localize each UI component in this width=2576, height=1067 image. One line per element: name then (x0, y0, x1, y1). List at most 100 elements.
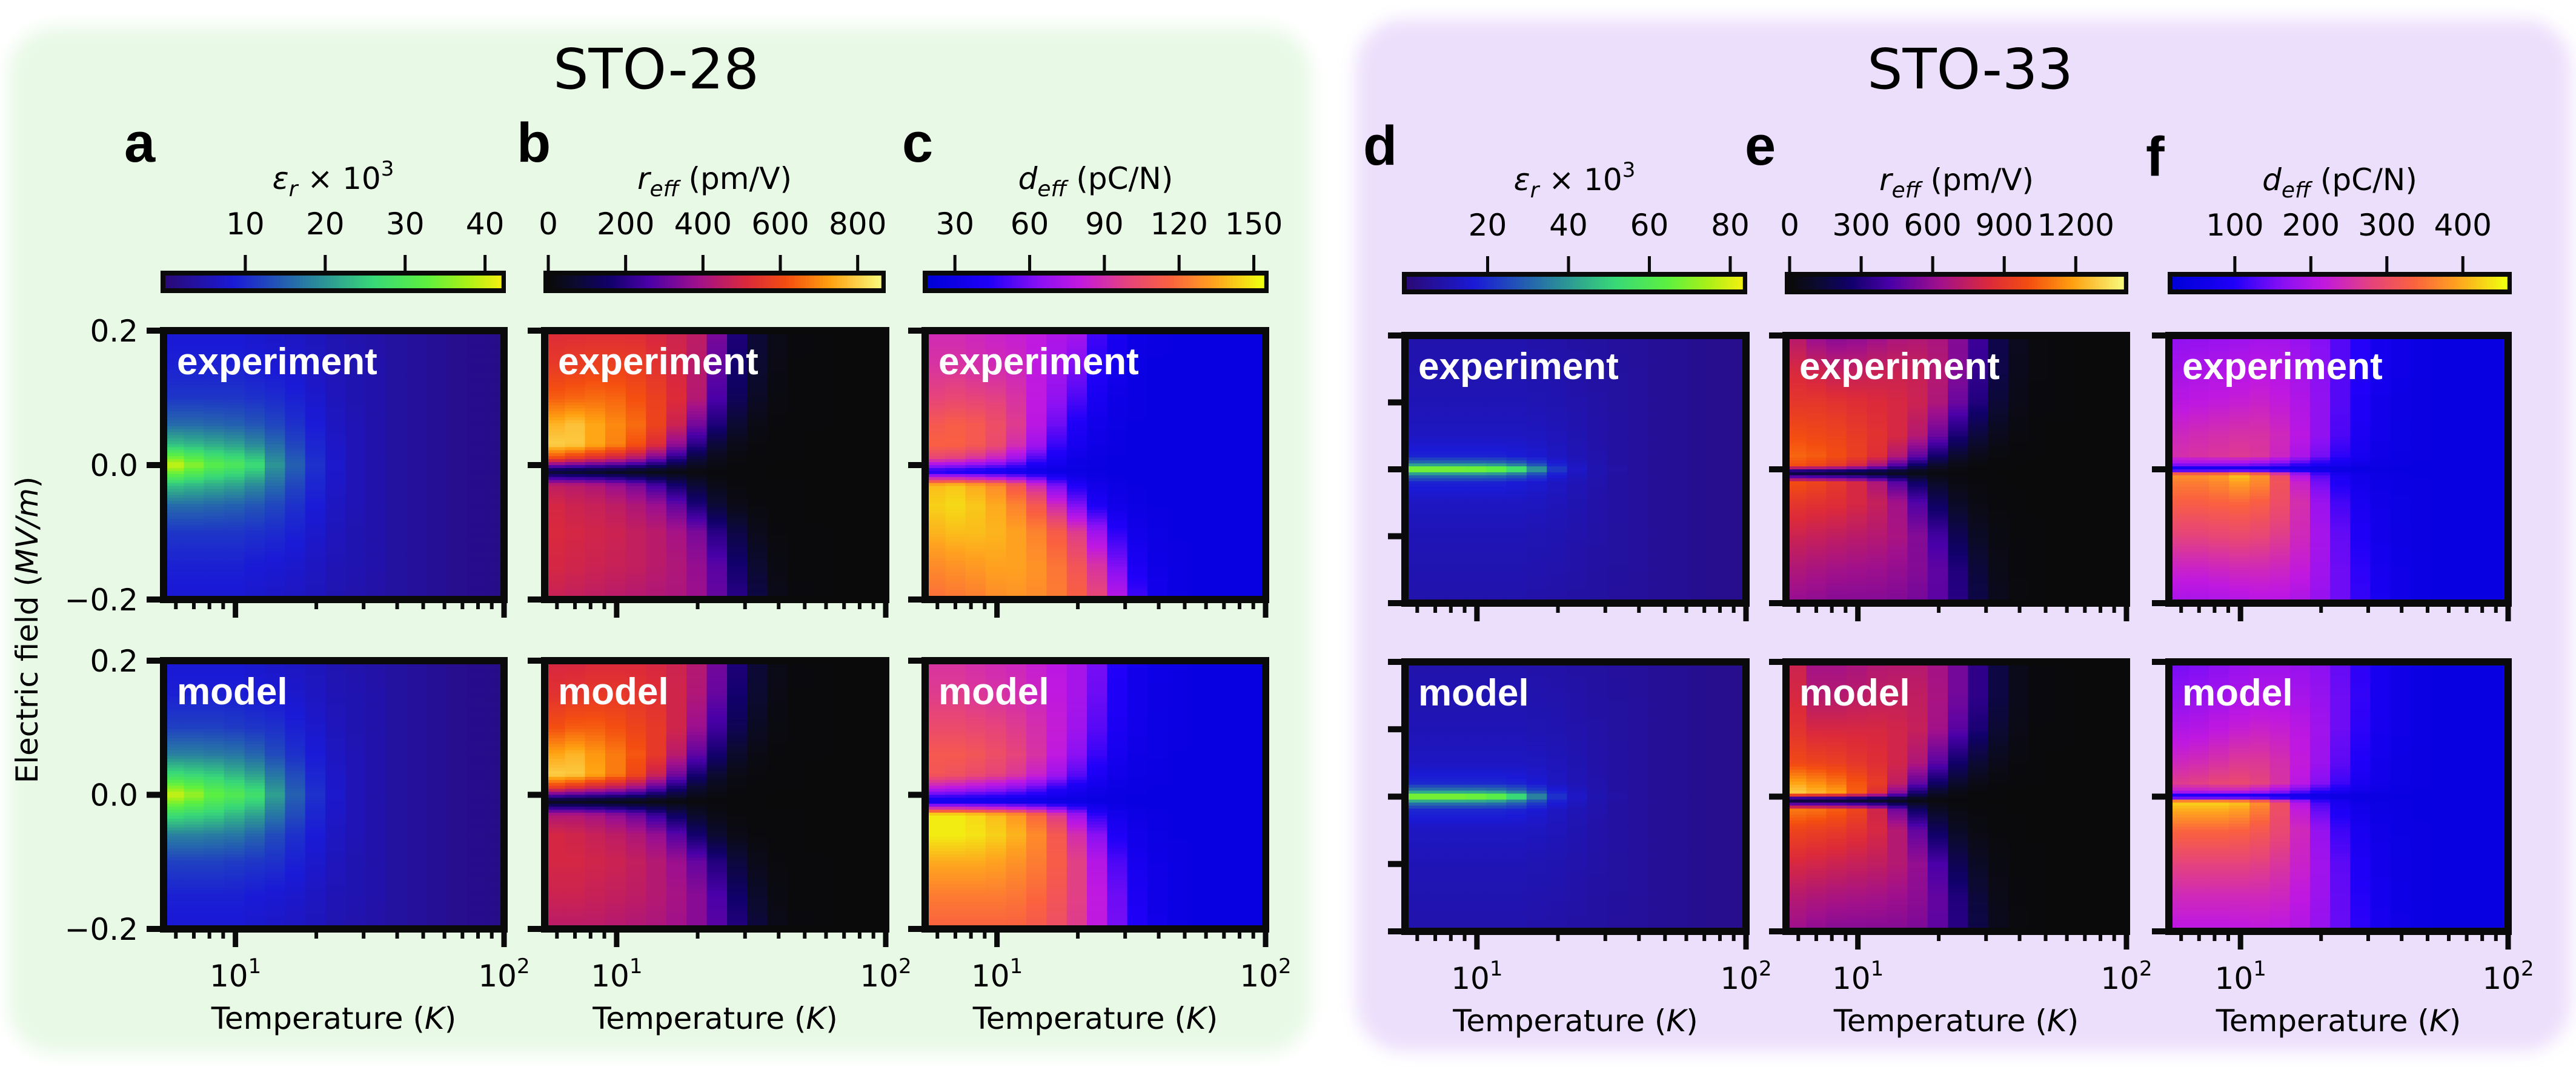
colorbar-segment (296, 276, 300, 288)
heatmap-cell (305, 729, 326, 733)
heatmap-cell (385, 521, 407, 526)
heatmap-cell (184, 375, 204, 379)
heatmap-cell (325, 675, 347, 679)
heatmap-cell (305, 336, 326, 340)
heatmap-cell (164, 890, 185, 894)
heatmap-cell (706, 336, 728, 340)
heatmap-cell (285, 759, 306, 762)
heatmap-cell (285, 896, 306, 900)
heatmap-cell (686, 465, 708, 469)
heatmap-cell (164, 518, 185, 523)
heatmap-cell (565, 555, 586, 558)
heatmap-cell (446, 527, 468, 532)
heatmap-cell (406, 738, 427, 742)
heatmap-cell (325, 723, 347, 727)
heatmap-cell (285, 830, 306, 834)
heatmap-cell (264, 821, 286, 825)
heatmap-cell (345, 495, 367, 498)
heatmap-cell (224, 908, 245, 912)
heatmap-cell (204, 438, 225, 442)
heatmap-cell (666, 366, 687, 370)
heatmap-cell (224, 666, 245, 670)
heatmap-cell (305, 543, 326, 546)
heatmap-cell (345, 336, 367, 340)
heatmap-cell (726, 438, 748, 442)
heatmap-cell (325, 486, 347, 490)
heatmap-cell (585, 375, 606, 379)
heatmap-cell (264, 351, 286, 355)
heatmap-cell (204, 776, 225, 781)
heatmap-cell (264, 911, 286, 914)
heatmap-cell (726, 456, 748, 460)
heatmap-cell (868, 492, 886, 495)
heatmap-cell (264, 432, 286, 436)
heatmap-cell (666, 507, 687, 510)
heatmap-cell (726, 333, 748, 337)
heatmap-cell (868, 369, 886, 373)
heatmap-cell (204, 441, 225, 445)
heatmap-cell (164, 590, 185, 594)
heatmap-cell (164, 453, 185, 457)
heatmap-cell (365, 381, 387, 385)
heatmap-cell (184, 717, 204, 721)
heatmap-cell (426, 566, 447, 570)
heatmap-cell (666, 521, 687, 526)
heatmap-cell (446, 510, 468, 514)
heatmap-cell (406, 779, 427, 784)
heatmap-cell (325, 477, 347, 481)
heatmap-cell (646, 417, 667, 421)
heatmap-cell (406, 537, 427, 540)
heatmap-cell (466, 563, 488, 567)
heatmap-cell (426, 480, 447, 484)
heatmap-cell (164, 378, 185, 382)
heatmap-cell (848, 483, 869, 487)
heatmap-cell (666, 414, 687, 418)
heatmap-cell (666, 540, 687, 543)
heatmap-cell (605, 560, 626, 564)
heatmap-cell (828, 543, 849, 546)
heatmap-cell (305, 794, 326, 799)
heatmap-cell (184, 827, 204, 831)
heatmap-cell (726, 669, 748, 673)
heatmap-cell (565, 402, 586, 406)
heatmap-cell (365, 555, 387, 558)
heatmap-cell (184, 905, 204, 909)
heatmap-cell (545, 453, 566, 457)
heatmap-cell (808, 563, 829, 567)
heatmap-cell (164, 684, 185, 688)
heatmap-cell (486, 794, 505, 799)
heatmap-cell (264, 920, 286, 923)
heatmap-cell (545, 569, 566, 573)
heatmap-cell (686, 333, 708, 337)
heatmap-cell (365, 893, 387, 897)
colorbar-segment (311, 276, 314, 288)
heatmap-cell (545, 510, 566, 514)
heatmap-cell (385, 887, 407, 891)
heatmap-cell (164, 420, 185, 424)
heatmap-cell (446, 917, 468, 920)
colorbar-segment (637, 276, 640, 288)
colorbar-segment (380, 276, 384, 288)
colorbar-segment (453, 276, 457, 288)
heatmap-cell (285, 747, 306, 751)
heatmap-cell (486, 462, 505, 466)
heatmap-cell (486, 578, 505, 582)
heatmap-cell (325, 923, 347, 927)
heatmap-cell (706, 462, 728, 466)
heatmap-cell (325, 696, 347, 700)
heatmap-cell (305, 447, 326, 451)
heatmap-cell (365, 465, 387, 469)
heatmap-cell (164, 887, 185, 891)
heatmap-cell (666, 345, 687, 349)
heatmap-cell (365, 884, 387, 888)
heatmap-cell (365, 456, 387, 460)
heatmap-cell (625, 560, 646, 564)
heatmap-cell (828, 429, 849, 433)
heatmap-cell (224, 732, 245, 736)
heatmap-cell (466, 414, 488, 418)
heatmap-cell (486, 543, 505, 546)
heatmap-cell (164, 534, 185, 537)
heatmap-cell (365, 369, 387, 373)
heatmap-cell (747, 417, 768, 421)
heatmap-cell (406, 675, 427, 679)
